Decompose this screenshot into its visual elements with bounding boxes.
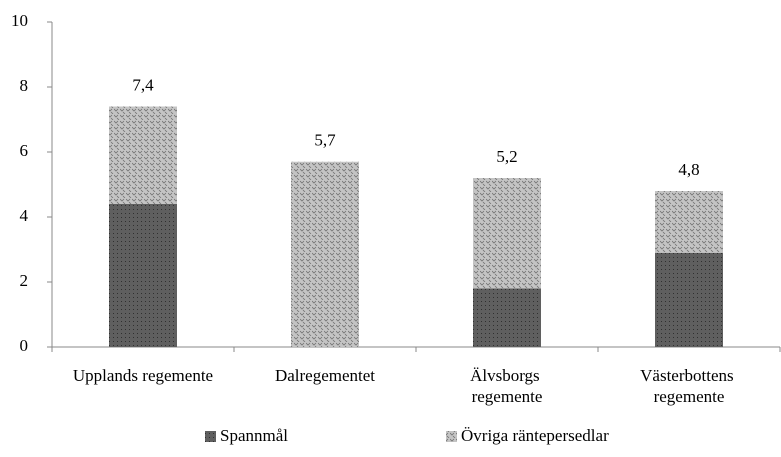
- x-tick-label: Älvsborgs regemente: [470, 366, 544, 406]
- bar-segment: [291, 161, 359, 347]
- bar-segment: [109, 204, 177, 347]
- x-tick-label: Upplands regemente: [73, 366, 213, 385]
- total-label: 4,8: [678, 160, 699, 179]
- y-tick-label: 6: [20, 141, 29, 160]
- total-label: 7,4: [132, 75, 154, 94]
- total-label: 5,2: [496, 147, 517, 166]
- bar-segment: [655, 252, 723, 347]
- bar-segment: [473, 288, 541, 347]
- y-tick-label: 4: [20, 206, 29, 225]
- total-label: 5,7: [314, 131, 336, 150]
- y-tick-label: 0: [20, 336, 29, 355]
- bar-segment: [655, 191, 723, 253]
- legend-swatch: [205, 431, 216, 442]
- y-tick-label: 2: [20, 271, 29, 290]
- legend-label: Spannmål: [220, 426, 288, 445]
- y-tick-label: 8: [20, 76, 29, 95]
- x-tick-label: Västerbottens regemente: [640, 366, 738, 406]
- legend-label: Övriga räntepersedlar: [461, 426, 609, 445]
- bar-segment: [109, 106, 177, 204]
- x-tick-label: Dalregementet: [275, 366, 375, 385]
- y-tick-label: 10: [11, 11, 28, 30]
- bar-segment: [473, 178, 541, 289]
- legend-swatch: [446, 431, 457, 442]
